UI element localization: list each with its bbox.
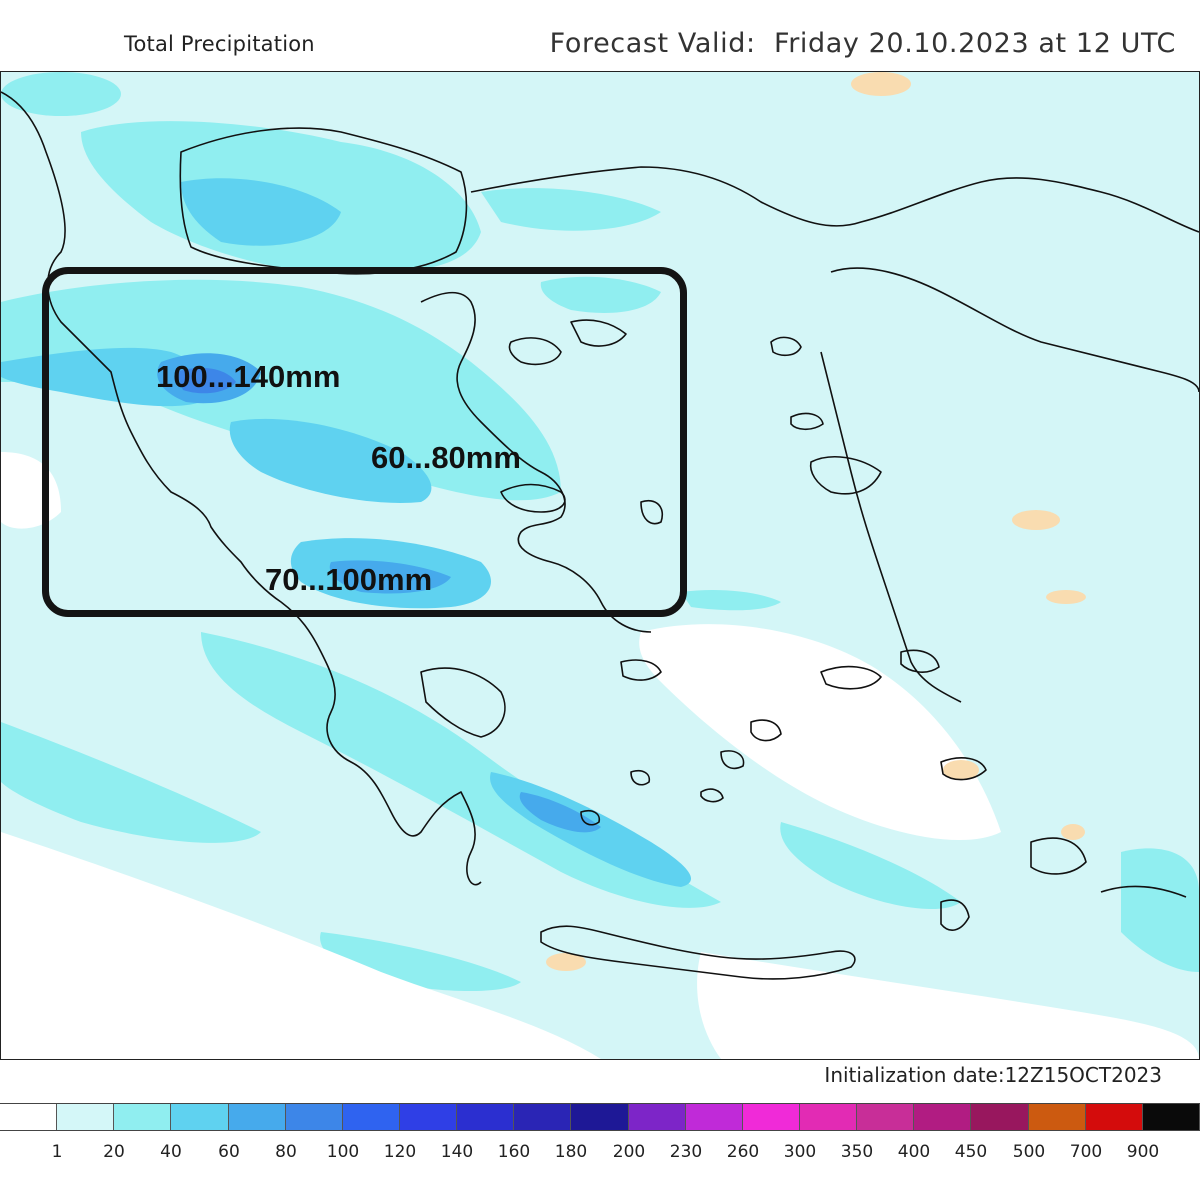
legend-tick-label: 350 xyxy=(840,1142,874,1162)
legend-ticks: 1 20 40 60 80 100 120 140 160 180 200 230 260 300 350 4… xyxy=(0,1142,1200,1166)
highlight-box xyxy=(42,267,687,617)
legend-swatch xyxy=(1142,1104,1200,1130)
legend-swatch xyxy=(571,1104,629,1130)
legend-swatch xyxy=(57,1104,115,1130)
legend-tick-label: 80 xyxy=(275,1142,297,1162)
legend-swatch xyxy=(285,1104,343,1130)
legend-swatch xyxy=(1028,1104,1086,1130)
legend-tick-label: 500 xyxy=(1012,1142,1046,1162)
legend-tick-label: 400 xyxy=(897,1142,931,1162)
precipitation-map: 100...140mm 60...80mm 70...100mm xyxy=(0,71,1200,1060)
legend-swatch xyxy=(514,1104,572,1130)
legend-swatch xyxy=(457,1104,515,1130)
legend-swatch xyxy=(742,1104,800,1130)
legend-swatch xyxy=(114,1104,172,1130)
annotation-70-100mm: 70...100mm xyxy=(265,562,433,597)
forecast-valid-label: Forecast Valid: Friday 20.10.2023 at 12 … xyxy=(549,28,1176,59)
legend-tick-label: 300 xyxy=(783,1142,817,1162)
legend-tick-label: 60 xyxy=(218,1142,240,1162)
legend-swatch xyxy=(628,1104,686,1130)
legend-tick-label: 1 xyxy=(51,1142,63,1162)
legend-tick-label: 200 xyxy=(612,1142,646,1162)
legend-swatch xyxy=(685,1104,743,1130)
legend-tick-label: 260 xyxy=(726,1142,760,1162)
legend-tick-label: 100 xyxy=(326,1142,360,1162)
annotation-60-80mm: 60...80mm xyxy=(371,440,521,475)
legend-tick-label: 20 xyxy=(103,1142,125,1162)
legend-swatch xyxy=(0,1104,58,1130)
precip-shading xyxy=(1,72,1199,1059)
legend-swatch xyxy=(971,1104,1029,1130)
initialization-date: Initialization date:12Z15OCT2023 xyxy=(824,1063,1162,1087)
legend-tick-label: 700 xyxy=(1069,1142,1103,1162)
legend-swatch xyxy=(342,1104,400,1130)
legend-swatch xyxy=(1085,1104,1143,1130)
legend-swatch xyxy=(399,1104,458,1130)
legend-tick-label: 900 xyxy=(1126,1142,1160,1162)
legend-swatch xyxy=(228,1104,286,1130)
legend-tick-label: 140 xyxy=(440,1142,474,1162)
legend-tick-label: 180 xyxy=(554,1142,588,1162)
map-title: Total Precipitation xyxy=(124,32,315,56)
legend-tick-label: 160 xyxy=(497,1142,531,1162)
color-legend xyxy=(0,1103,1200,1131)
annotation-100-140mm: 100...140mm xyxy=(156,359,341,394)
legend-tick-label: 40 xyxy=(160,1142,182,1162)
legend-tick-label: 120 xyxy=(383,1142,417,1162)
legend-tick-label: 450 xyxy=(954,1142,988,1162)
legend-tick-label: 230 xyxy=(669,1142,703,1162)
legend-swatch xyxy=(799,1104,858,1130)
legend-swatch xyxy=(171,1104,229,1130)
coastlines xyxy=(1,91,1199,980)
legend-swatch xyxy=(857,1104,915,1130)
legend-swatch xyxy=(914,1104,972,1130)
